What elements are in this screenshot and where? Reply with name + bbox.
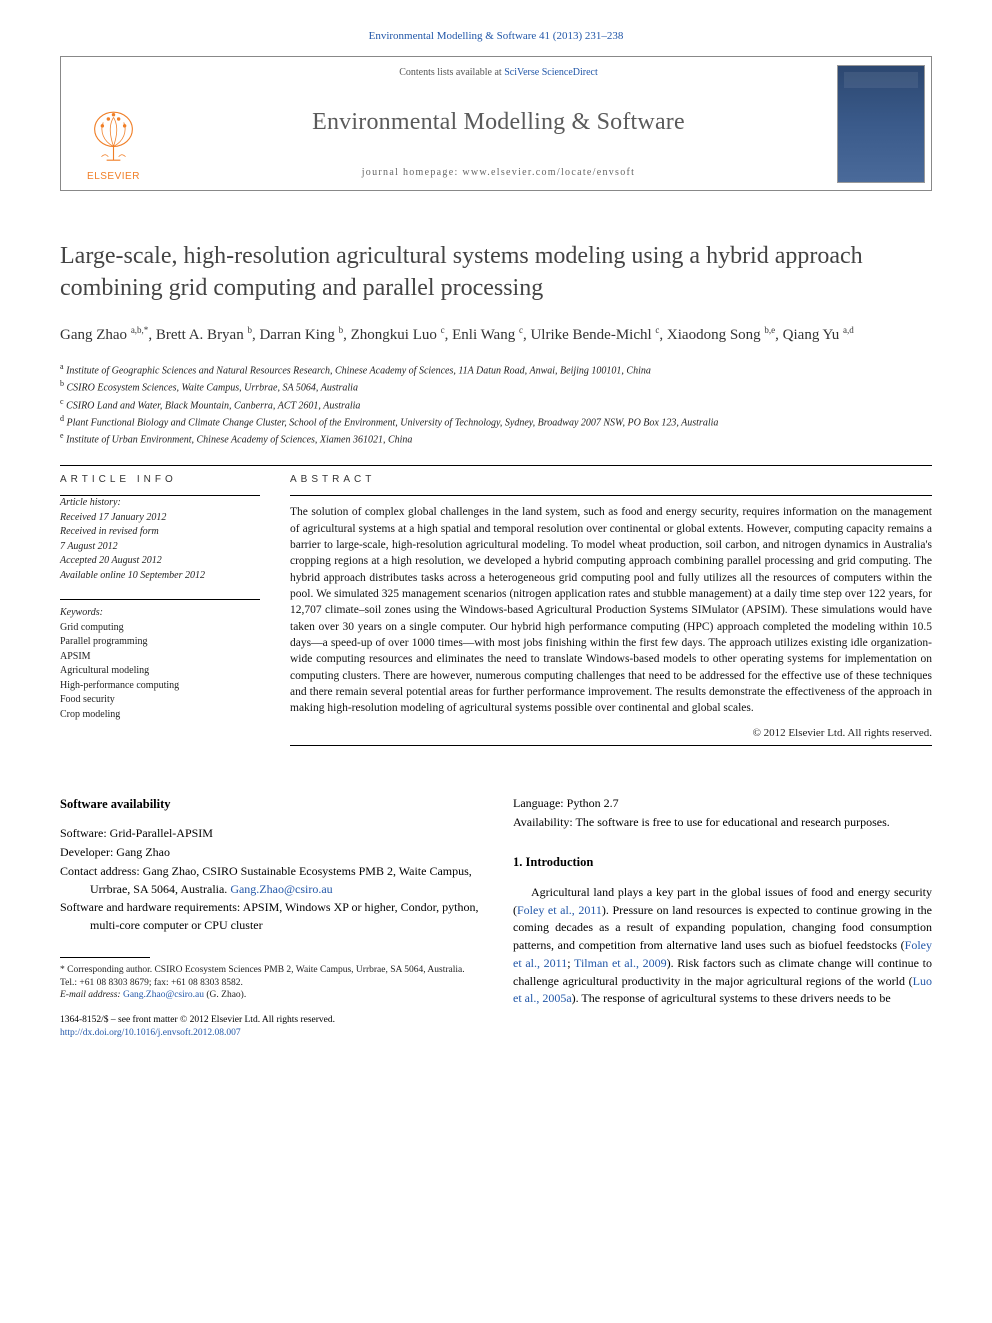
article-info-head: ARTICLE INFO <box>60 474 260 485</box>
front-matter-line: 1364-8152/$ – see front matter © 2012 El… <box>60 1015 335 1025</box>
journal-cover-thumbnail <box>837 65 925 183</box>
author[interactable]: Gang Zhao a,b,* <box>60 327 148 343</box>
author[interactable]: Ulrike Bende-Michl c <box>530 327 659 343</box>
software-availability-head: Software availability <box>60 795 479 814</box>
keywords-list: Grid computingParallel programmingAPSIMA… <box>60 622 179 720</box>
history-label: Article history: <box>60 497 121 508</box>
journal-name: Environmental Modelling & Software <box>312 109 685 136</box>
intro-text: ; <box>567 956 574 970</box>
author[interactable]: Brett A. Bryan b <box>156 327 252 343</box>
email-label: E-mail address: <box>60 990 123 1000</box>
keywords-block: Keywords: Grid computingParallel program… <box>60 606 260 722</box>
software-contact: Contact address: Gang Zhao, CSIRO Sustai… <box>60 863 479 899</box>
author[interactable]: Xiaodong Song b,e <box>667 327 775 343</box>
online-date: Available online 10 September 2012 <box>60 570 205 581</box>
software-language: Language: Python 2.7 <box>513 795 932 813</box>
article-info-column: ARTICLE INFO Article history: Received 1… <box>60 474 260 745</box>
elsevier-tree-icon <box>86 107 141 167</box>
doi-link[interactable]: http://dx.doi.org/10.1016/j.envsoft.2012… <box>60 1028 241 1038</box>
intro-paragraph: Agricultural land plays a key part in th… <box>513 884 932 1008</box>
abstract-copyright: © 2012 Elsevier Ltd. All rights reserved… <box>290 727 932 739</box>
citation-link[interactable]: Tilman et al., 2009 <box>574 956 667 970</box>
author[interactable]: Darran King b <box>259 327 343 343</box>
publisher-name: ELSEVIER <box>87 171 140 182</box>
software-line: Software: Grid-Parallel-APSIM <box>60 825 479 843</box>
header-center: Contents lists available at SciVerse Sci… <box>166 57 831 190</box>
divider <box>290 745 932 746</box>
footnote-rule <box>60 957 150 958</box>
author[interactable]: Qiang Yu a,d <box>783 327 854 343</box>
email-footnote: E-mail address: Gang.Zhao@csiro.au (G. Z… <box>60 989 479 1002</box>
divider <box>60 465 932 466</box>
contact-email-link[interactable]: Gang.Zhao@csiro.au <box>230 882 332 896</box>
sciencedirect-link[interactable]: SciVerse ScienceDirect <box>504 67 598 78</box>
front-matter-copyright: 1364-8152/$ – see front matter © 2012 El… <box>60 1014 479 1041</box>
introduction-head: 1. Introduction <box>513 853 932 872</box>
contents-prefix: Contents lists available at <box>399 67 504 78</box>
software-requirements: Software and hardware requirements: APSI… <box>60 899 479 935</box>
affiliations: a Institute of Geographic Sciences and N… <box>60 361 932 448</box>
divider <box>290 495 932 496</box>
corresponding-author-footnote: * Corresponding author. CSIRO Ecosystem … <box>60 964 479 990</box>
journal-header: ELSEVIER Contents lists available at Sci… <box>60 56 932 191</box>
keywords-label: Keywords: <box>60 607 103 618</box>
author[interactable]: Zhongkui Luo c <box>351 327 445 343</box>
received-date: Received 17 January 2012 <box>60 512 166 523</box>
footnote-email-link[interactable]: Gang.Zhao@csiro.au <box>123 990 204 1000</box>
revised-line2: 7 August 2012 <box>60 541 118 552</box>
article-history: Article history: Received 17 January 201… <box>60 496 260 583</box>
revised-line1: Received in revised form <box>60 526 159 537</box>
divider <box>60 754 932 755</box>
contents-available: Contents lists available at SciVerse Sci… <box>399 67 598 78</box>
citation-link[interactable]: Foley et al., 2011 <box>517 903 602 917</box>
publisher-logo-cell: ELSEVIER <box>61 57 166 190</box>
body-columns: Software availability Software: Grid-Par… <box>60 795 932 1041</box>
abstract-text: The solution of complex global challenge… <box>290 504 932 716</box>
article-title: Large-scale, high-resolution agricultura… <box>60 241 932 304</box>
accepted-date: Accepted 20 August 2012 <box>60 555 162 566</box>
intro-text: ). The response of agricultural systems … <box>572 991 891 1005</box>
abstract-head: ABSTRACT <box>290 474 932 485</box>
abstract-column: ABSTRACT The solution of complex global … <box>290 474 932 745</box>
software-availability: Availability: The software is free to us… <box>513 814 932 832</box>
cover-thumbnail-cell <box>831 57 931 190</box>
left-column: Software availability Software: Grid-Par… <box>60 795 479 1041</box>
journal-homepage: journal homepage: www.elsevier.com/locat… <box>362 167 636 178</box>
right-column: Language: Python 2.7 Availability: The s… <box>513 795 932 1041</box>
journal-reference: Environmental Modelling & Software 41 (2… <box>60 30 932 42</box>
email-who: (G. Zhao). <box>204 990 246 1000</box>
software-line: Developer: Gang Zhao <box>60 844 479 862</box>
divider <box>60 599 260 600</box>
author[interactable]: Enli Wang c <box>452 327 523 343</box>
author-list: Gang Zhao a,b,*, Brett A. Bryan b, Darra… <box>60 324 932 347</box>
